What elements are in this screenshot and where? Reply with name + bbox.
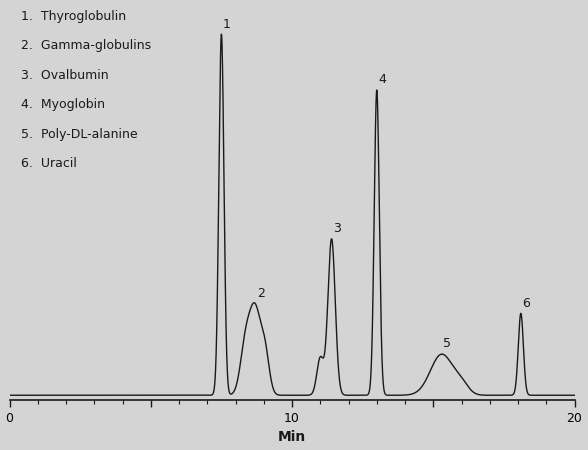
X-axis label: Min: Min <box>278 431 306 445</box>
Text: 3: 3 <box>333 222 341 235</box>
Text: 5: 5 <box>443 338 451 351</box>
Text: 4.  Myoglobin: 4. Myoglobin <box>21 98 105 111</box>
Text: 1: 1 <box>223 18 231 31</box>
Text: 3.  Ovalbumin: 3. Ovalbumin <box>21 69 108 82</box>
Text: 4: 4 <box>379 73 386 86</box>
Text: 6.  Uracil: 6. Uracil <box>21 158 76 171</box>
Text: 2: 2 <box>257 287 265 300</box>
Text: 2.  Gamma-globulins: 2. Gamma-globulins <box>21 39 151 52</box>
Text: 1.  Thyroglobulin: 1. Thyroglobulin <box>21 9 126 22</box>
Text: 6: 6 <box>522 297 530 310</box>
Text: 5.  Poly-DL-alanine: 5. Poly-DL-alanine <box>21 128 138 141</box>
